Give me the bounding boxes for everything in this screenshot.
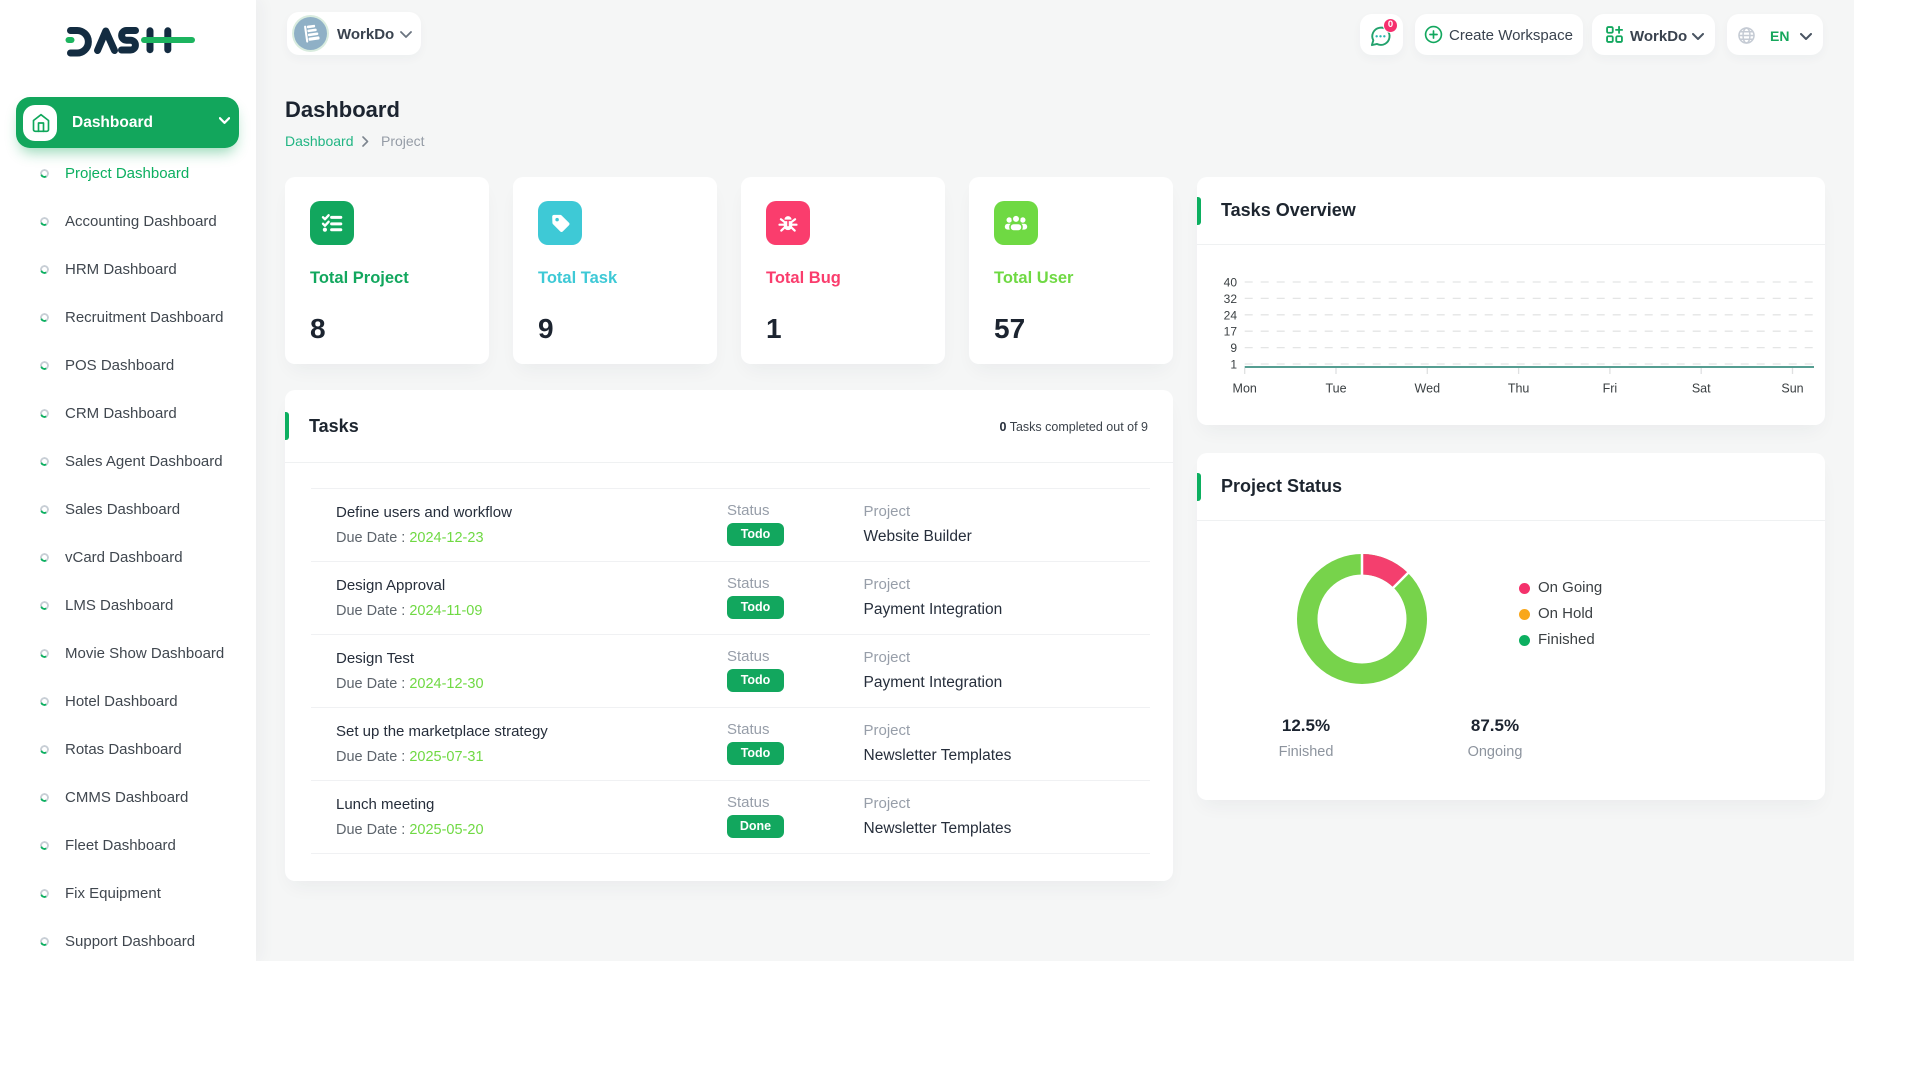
svg-text:24: 24 xyxy=(1224,308,1238,322)
svg-text:17: 17 xyxy=(1224,325,1238,339)
svg-text:Sun: Sun xyxy=(1781,382,1803,396)
svg-text:Tue: Tue xyxy=(1325,382,1346,396)
svg-text:Fri: Fri xyxy=(1603,382,1618,396)
svg-text:9: 9 xyxy=(1230,341,1237,355)
svg-text:Wed: Wed xyxy=(1415,382,1441,396)
svg-text:Thu: Thu xyxy=(1508,382,1530,396)
svg-text:32: 32 xyxy=(1224,292,1238,306)
svg-text:1: 1 xyxy=(1230,358,1237,372)
svg-text:Sat: Sat xyxy=(1692,382,1711,396)
svg-text:Mon: Mon xyxy=(1233,382,1257,396)
svg-text:40: 40 xyxy=(1224,276,1238,290)
